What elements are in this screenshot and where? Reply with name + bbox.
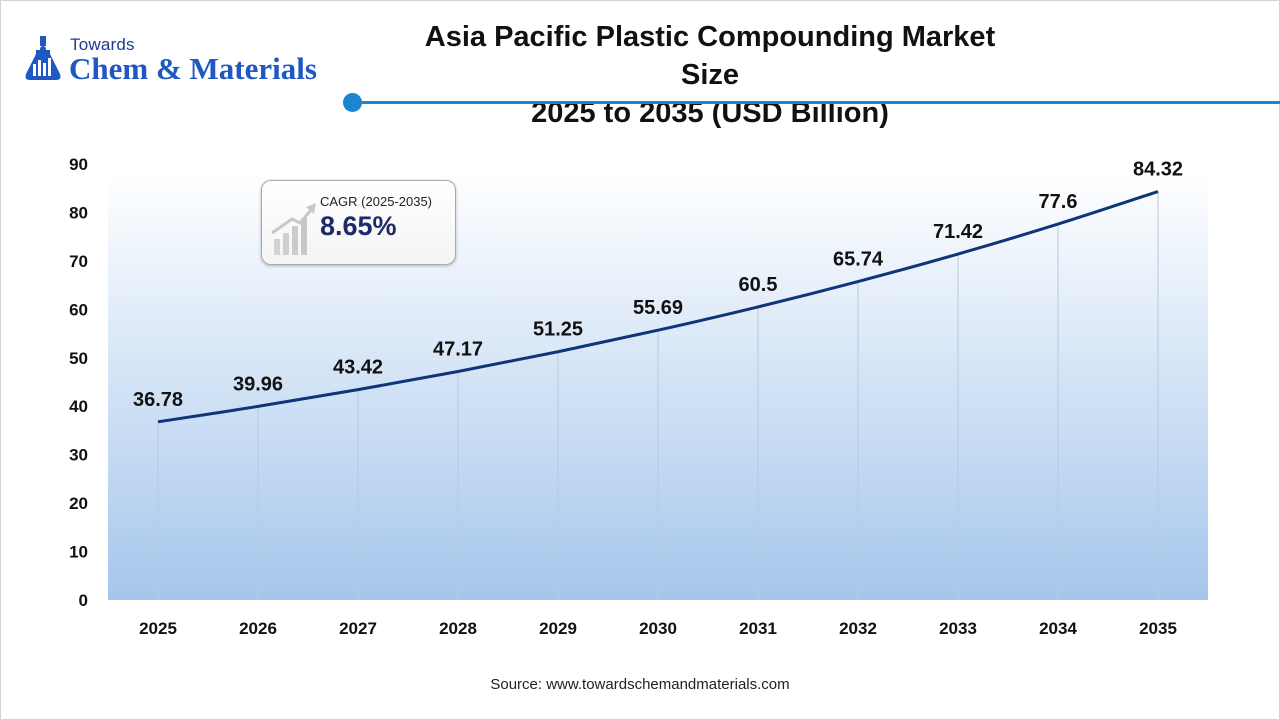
data-label: 77.6 xyxy=(1039,191,1078,213)
x-tick-label: 2027 xyxy=(339,619,377,638)
flask-logo-icon xyxy=(25,36,61,80)
y-tick-label: 50 xyxy=(69,349,88,368)
growth-chart-icon xyxy=(271,203,316,255)
data-label: 60.5 xyxy=(739,274,778,296)
data-label: 36.78 xyxy=(133,389,183,411)
y-tick-label: 0 xyxy=(79,591,88,610)
cagr-value: 8.65% xyxy=(320,211,397,241)
y-tick-label: 40 xyxy=(69,397,88,416)
source-note: Source: www.towardschemandmaterials.com xyxy=(490,676,790,693)
logo-text-main: Chem & Materials xyxy=(69,51,317,86)
data-label: 47.17 xyxy=(433,338,483,360)
data-label: 65.74 xyxy=(833,249,884,271)
x-tick-label: 2025 xyxy=(139,619,177,638)
y-tick-label: 90 xyxy=(69,155,88,174)
x-tick-label: 2029 xyxy=(539,619,577,638)
data-label: 51.25 xyxy=(533,319,583,341)
x-tick-label: 2026 xyxy=(239,619,277,638)
y-tick-label: 20 xyxy=(69,494,88,513)
header-rule-dot xyxy=(343,93,362,112)
brand-logo: Towards Chem & Materials xyxy=(22,34,342,86)
x-tick-label: 2034 xyxy=(1039,619,1077,638)
y-tick-label: 10 xyxy=(69,543,88,562)
x-tick-label: 2035 xyxy=(1139,619,1177,638)
data-label: 43.42 xyxy=(333,357,383,379)
chart-title-line1: Asia Pacific Plastic Compounding Market … xyxy=(424,21,996,91)
y-tick-label: 60 xyxy=(69,300,88,319)
x-tick-label: 2028 xyxy=(439,619,477,638)
data-label: 55.69 xyxy=(633,297,683,319)
data-label: 84.32 xyxy=(1133,159,1183,181)
x-tick-label: 2033 xyxy=(939,619,977,638)
y-tick-label: 70 xyxy=(69,252,88,271)
y-tick-label: 80 xyxy=(69,203,88,222)
x-tick-label: 2031 xyxy=(739,619,777,638)
data-label: 39.96 xyxy=(233,373,283,395)
logo-text-top: Towards xyxy=(70,35,135,54)
y-tick-label: 30 xyxy=(69,446,88,465)
series-line xyxy=(157,190,1159,424)
header-rule xyxy=(355,101,1280,104)
x-tick-label: 2032 xyxy=(839,619,877,638)
data-label: 71.42 xyxy=(933,221,983,243)
cagr-label: CAGR (2025-2035) xyxy=(320,194,432,209)
x-tick-label: 2030 xyxy=(639,619,677,638)
cagr-callout: CAGR (2025-2035) 8.65% xyxy=(261,180,456,265)
